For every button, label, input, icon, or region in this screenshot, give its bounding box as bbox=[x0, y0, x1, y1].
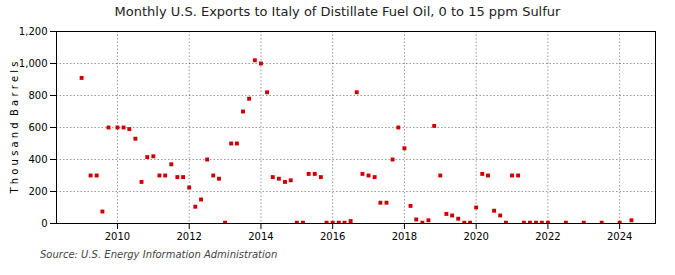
svg-text:2024: 2024 bbox=[607, 231, 632, 242]
svg-text:0: 0 bbox=[41, 218, 47, 229]
svg-text:400: 400 bbox=[28, 154, 47, 165]
svg-text:2016: 2016 bbox=[320, 231, 345, 242]
html-text:Monthly U.S. Exports to Italy: Monthly U.S. Exports to Italy of Distill… bbox=[114, 4, 561, 19]
svg-text:200: 200 bbox=[28, 186, 47, 197]
svg-text:2014: 2014 bbox=[248, 231, 273, 242]
svg-text:800: 800 bbox=[28, 90, 47, 101]
svg-text:2022: 2022 bbox=[535, 231, 560, 242]
svg-text:1,200: 1,200 bbox=[19, 26, 48, 37]
svg-text:2010: 2010 bbox=[105, 231, 130, 242]
svg-text:T h o u s a n d B a r r e l s: T h o u s a n d B a r r e l s bbox=[9, 62, 20, 195]
svg-text:2018: 2018 bbox=[392, 231, 417, 242]
svg-text:2020: 2020 bbox=[463, 231, 488, 242]
svg-text:600: 600 bbox=[28, 122, 47, 133]
svg-text:2012: 2012 bbox=[176, 231, 201, 242]
html-text:Source: U.S. Energy Informatio: Source: U.S. Energy Information Administ… bbox=[40, 249, 278, 260]
svg-text:1,000: 1,000 bbox=[19, 58, 48, 69]
